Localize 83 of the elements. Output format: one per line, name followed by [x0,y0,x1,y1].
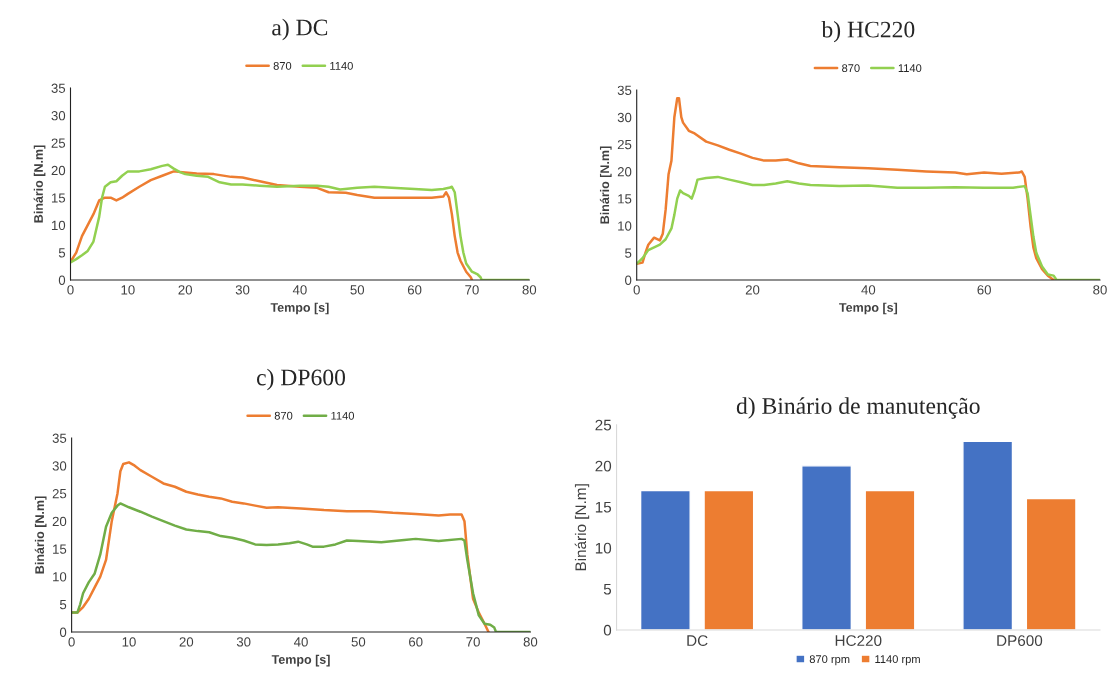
y-tick-label: 30 [52,461,67,471]
y-axis-title: Binário [N.m] [33,145,46,223]
x-tick-label: 30 [235,285,250,295]
x-tick-label: 80 [522,285,537,295]
y-tick-label: 25 [52,488,67,499]
legend-label: 1140 [898,64,922,73]
x-tick-label: 10 [121,285,135,295]
x-tick-label: 80 [523,637,538,647]
y-axis-title: Binário [N.m] [599,146,612,224]
y-tick-label: 0 [58,275,66,285]
y-tick-label: 15 [595,501,612,513]
bar [639,489,691,630]
bar [1025,497,1077,630]
x-tick-label: 70 [466,637,480,647]
bar [962,440,1014,630]
chart-title: b) HC220 [821,20,915,43]
x-tick-label: DP600 [997,635,1043,647]
bar [703,489,755,630]
y-tick-label: 5 [59,600,67,610]
legend-label: 870 [842,64,860,73]
y-tick-label: 35 [52,433,67,443]
x-tick-label: 20 [178,285,193,295]
bar [801,465,853,630]
x-tick-label: 50 [351,637,366,647]
bar [864,489,916,630]
y-tick-label: 0 [603,624,612,636]
x-tick-label: HC220 [835,635,882,647]
x-tick-label: 70 [465,285,479,295]
y-tick-label: 0 [625,275,632,285]
y-tick-label: 20 [52,516,67,527]
legend-label: 1140 [330,61,353,70]
legend-label: 1140 rpm [875,655,920,666]
x-tick-label: 0 [68,637,75,647]
x-tick-label: 10 [122,637,136,647]
y-axis-title: Binário [N.m] [574,484,590,571]
line-series [636,96,1055,280]
y-tick-label: 5 [625,248,632,258]
y-tick-label: 10 [53,572,67,582]
x-tick-label: 30 [236,637,251,647]
y-tick-label: 15 [53,544,67,554]
x-tick-label: 0 [67,285,74,295]
y-tick-label: 15 [51,193,66,203]
x-tick-label: 20 [179,637,194,647]
x-tick-label: 40 [292,285,307,295]
y-tick-label: 10 [595,542,612,554]
chart-title: a) DC [272,18,328,41]
y-tick-label: 25 [51,138,66,148]
x-tick-label: 0 [633,285,640,295]
x-tick-label: 40 [293,637,308,647]
x-tick-label: 60 [407,285,422,295]
y-axis-title: Binário [N.m] [34,496,47,574]
y-tick-label: 5 [58,248,66,258]
legend-label: 870 [273,61,292,70]
x-tick-label: 50 [350,285,365,295]
chart-title: c) DP600 [256,368,346,391]
y-tick-label: 20 [617,167,632,177]
line-series [70,170,474,280]
y-tick-label: 25 [595,419,612,431]
x-axis-title: Tempo [s] [271,654,330,667]
y-tick-label: 30 [51,111,66,121]
y-tick-label: 0 [59,627,67,637]
y-tick-label: 20 [595,460,612,472]
x-tick-label: 60 [977,285,991,295]
x-tick-label: 60 [409,637,423,647]
y-tick-label: 20 [51,165,66,176]
legend-label: 870 [274,411,293,420]
y-tick-label: 10 [51,220,66,231]
x-axis-title: Tempo [s] [270,302,329,315]
y-tick-label: 25 [617,139,632,150]
x-tick-label: 80 [1093,285,1107,295]
chart-title: d) Binário de manutenção [736,397,980,419]
legend-label: 870 rpm [809,655,850,666]
x-tick-label: 20 [745,285,760,295]
y-tick-label: 15 [618,194,632,204]
x-tick-label: 40 [861,285,876,295]
y-tick-label: 30 [617,112,632,123]
y-tick-label: 10 [618,221,632,231]
y-tick-label: 35 [51,83,66,93]
legend-label: 1140 [331,411,355,420]
x-axis-title: Tempo [s] [839,302,898,315]
y-tick-label: 35 [617,85,632,95]
x-tick-label: DC [687,635,708,647]
y-tick-label: 5 [603,583,612,595]
